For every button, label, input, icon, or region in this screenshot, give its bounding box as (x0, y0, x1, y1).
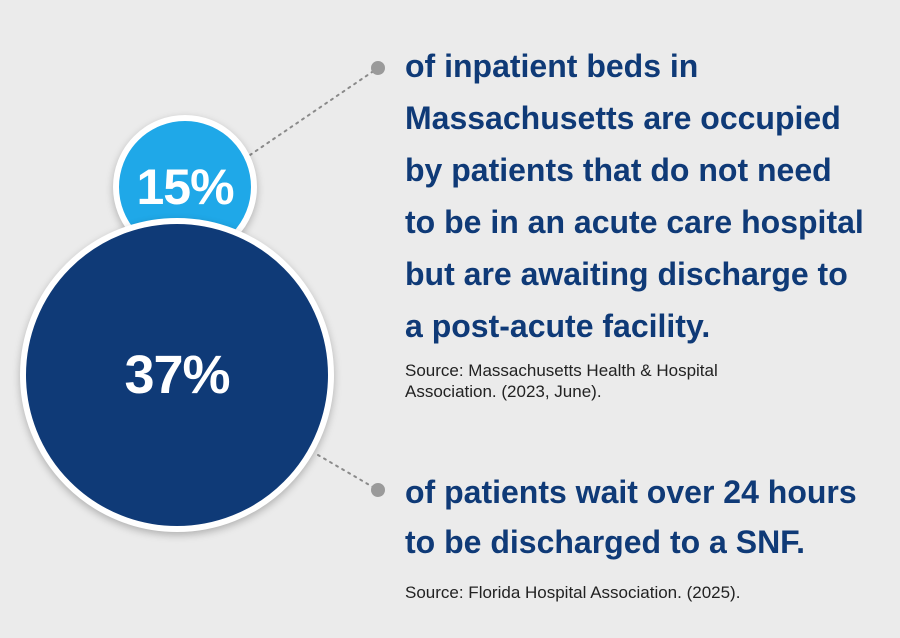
stat2-circle: 37% (20, 218, 334, 532)
stat1-source: Source: Massachusetts Health & Hospital … (405, 361, 718, 401)
stat1-value: 15% (136, 159, 234, 215)
connector-dot-bottom (371, 483, 385, 497)
stat1-description: of inpatient beds in Massachusetts are o… (405, 48, 864, 344)
connector-line-bottom (317, 454, 379, 491)
stat2-description: of patients wait over 24 hours to be dis… (405, 474, 857, 560)
connector-line-top (249, 67, 379, 156)
connector-dot-top (371, 61, 385, 75)
stat2-source: Source: Florida Hospital Association. (2… (405, 583, 741, 602)
stat2-value: 37% (124, 345, 230, 405)
